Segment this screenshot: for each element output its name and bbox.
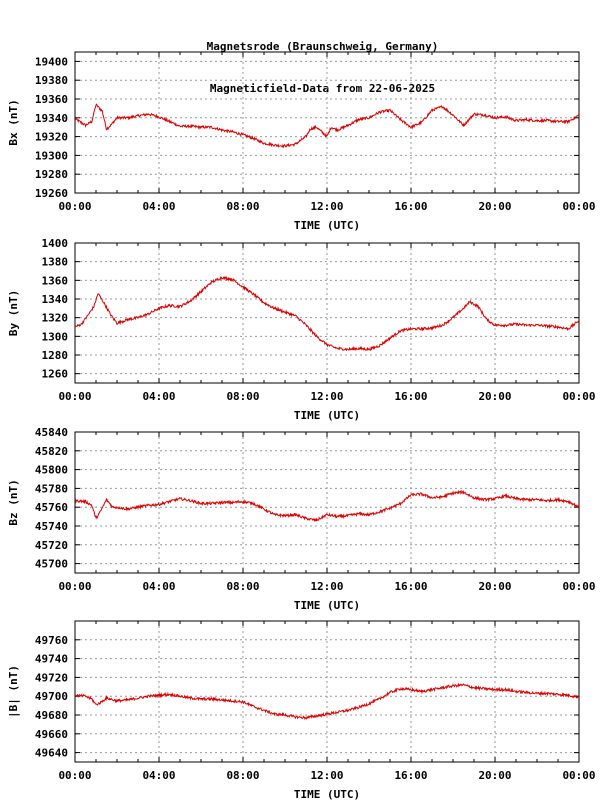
x-tick-label: 00:00	[58, 200, 91, 213]
x-tick-label: 20:00	[478, 769, 511, 782]
y-tick-label: 49740	[35, 653, 68, 666]
x-tick-label: 20:00	[478, 390, 511, 403]
x-tick-label: 12:00	[310, 390, 343, 403]
y-tick-label: 1300	[42, 330, 69, 343]
y-tick-label: 45780	[35, 482, 68, 495]
x-tick-label: 00:00	[562, 580, 595, 593]
x-tick-label: 12:00	[310, 200, 343, 213]
y-tick-label: 45740	[35, 520, 68, 533]
x-tick-label: 08:00	[226, 390, 259, 403]
y-tick-label: 1280	[42, 349, 69, 362]
y-tick-label: 49720	[35, 671, 68, 684]
x-tick-label: 00:00	[562, 390, 595, 403]
y-tick-label: 45800	[35, 464, 68, 477]
x-tick-label: 16:00	[394, 390, 427, 403]
x-tick-label: 16:00	[394, 580, 427, 593]
y-tick-label: 1320	[42, 312, 69, 325]
y-tick-label: 19320	[35, 131, 68, 144]
y-tick-label: 19400	[35, 55, 68, 68]
plot-frame	[74, 431, 580, 574]
x-tick-label: 20:00	[478, 580, 511, 593]
y-tick-label: 1380	[42, 256, 69, 269]
x-axis-label: TIME (UTC)	[294, 788, 360, 800]
y-tick-label: 45760	[35, 501, 68, 514]
chart-title-line1: Magnetsrode (Braunschweig, Germany)	[206, 40, 439, 53]
plot-frame	[74, 242, 580, 384]
y-tick-label: 19380	[35, 74, 68, 87]
data-series-line	[75, 275, 579, 352]
y-tick-label: 19300	[35, 149, 68, 162]
x-tick-label: 00:00	[58, 390, 91, 403]
panel-4: 49640 49660 49680 49700 49720 49740 49760 00:00…	[7, 620, 596, 800]
x-axis-label: TIME (UTC)	[294, 599, 360, 612]
y-tick-label: 49760	[35, 634, 68, 647]
x-tick-label: 00:00	[562, 769, 595, 782]
y-axis-label: By (nT)	[7, 290, 20, 336]
y-tick-label: 45820	[35, 445, 68, 458]
y-tick-label: 49640	[35, 747, 68, 760]
panel-2: 1260 1280 1300 1320 1340 1360 1380 1400 00:00 04:…	[7, 237, 596, 422]
plot-frame	[74, 51, 580, 194]
plot-frame	[74, 620, 580, 763]
x-tick-label: 20:00	[478, 200, 511, 213]
x-tick-label: 04:00	[142, 769, 175, 782]
x-tick-label: 00:00	[58, 580, 91, 593]
y-tick-label: 49680	[35, 709, 68, 722]
chart-title: Magnetsrode (Braunschweig, Germany) Magn…	[0, 12, 600, 110]
panel-1: 19260 19280 19300 19320 19340 19360 19380 19400…	[7, 51, 596, 232]
y-tick-label: 19280	[35, 168, 68, 181]
x-tick-label: 12:00	[310, 580, 343, 593]
y-tick-label: 19360	[35, 93, 68, 106]
x-axis-label: TIME (UTC)	[294, 219, 360, 232]
x-tick-label: 08:00	[226, 769, 259, 782]
x-tick-label: 12:00	[310, 769, 343, 782]
data-series-line	[75, 489, 579, 523]
y-tick-label: 19260	[35, 187, 68, 200]
x-tick-label: 16:00	[394, 769, 427, 782]
y-tick-label: 45720	[35, 539, 68, 552]
x-tick-label: 16:00	[394, 200, 427, 213]
y-tick-label: 19340	[35, 112, 68, 125]
y-tick-label: 49660	[35, 728, 68, 741]
chart-title-line2: Magneticfield-Data from 22-06-2025	[209, 82, 436, 95]
x-tick-label: 04:00	[142, 200, 175, 213]
x-tick-label: 08:00	[226, 580, 259, 593]
data-series-line	[75, 103, 579, 149]
y-axis-label: |B| (nT)	[7, 665, 20, 718]
y-tick-label: 1360	[42, 274, 69, 287]
data-series-line	[75, 682, 579, 721]
y-tick-label: 1260	[42, 368, 69, 381]
panel-3: 45700 45720 45740 45760 45780 45800 45820 45840…	[7, 426, 596, 612]
y-tick-label: 45700	[35, 558, 68, 571]
x-tick-label: 04:00	[142, 390, 175, 403]
x-tick-label: 00:00	[58, 769, 91, 782]
y-axis-label: Bx (nT)	[7, 99, 20, 145]
x-tick-label: 08:00	[226, 200, 259, 213]
x-tick-label: 00:00	[562, 200, 595, 213]
y-tick-label: 1400	[42, 237, 69, 250]
y-tick-label: 45840	[35, 426, 68, 439]
x-axis-label: TIME (UTC)	[294, 409, 360, 422]
y-tick-label: 1340	[42, 293, 69, 306]
y-tick-label: 49700	[35, 690, 68, 703]
y-axis-label: Bz (nT)	[7, 479, 20, 525]
x-tick-label: 04:00	[142, 580, 175, 593]
